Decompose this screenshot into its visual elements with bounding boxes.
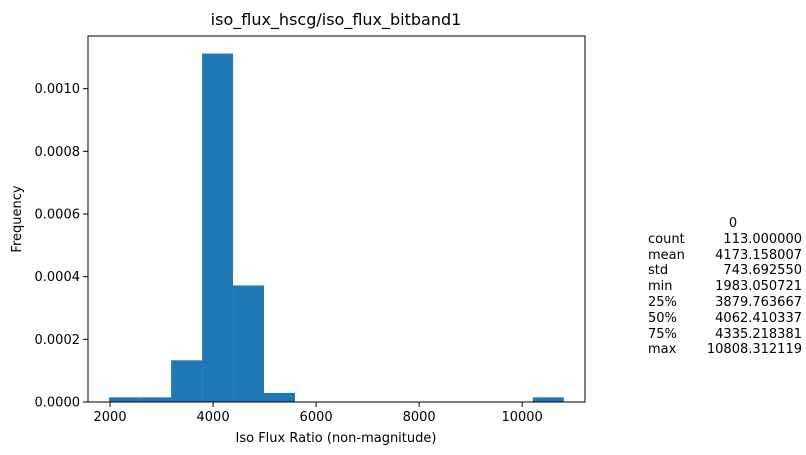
y-tick-label: 0.0010 <box>35 82 81 97</box>
y-axis-label: Frequency <box>10 185 25 252</box>
y-tick-label: 0.0004 <box>35 270 81 285</box>
stats-label: max <box>648 342 677 358</box>
y-tick-label: 0.0008 <box>35 145 81 160</box>
histogram-bar <box>202 53 234 403</box>
x-tick-label: 8000 <box>403 410 436 425</box>
stats-value: 3879.763667 <box>715 294 802 310</box>
histogram-bar <box>140 397 172 402</box>
stats-value: 4062.410337 <box>715 310 802 326</box>
x-tick-label: 4000 <box>197 410 230 425</box>
stats-label: 75% <box>648 326 677 342</box>
stats-value: 1983.050721 <box>715 279 802 295</box>
histogram-bar <box>171 360 203 402</box>
x-tick-label: 6000 <box>300 410 333 425</box>
plot-frame <box>87 35 586 403</box>
stats-row: count 113.000000 <box>648 232 806 248</box>
stats-label: count <box>648 231 685 247</box>
stats-row: min 1983.050721 <box>648 279 806 295</box>
stats-row: max 10808.312119 <box>648 342 806 358</box>
stats-value: 4335.218381 <box>715 326 802 342</box>
stats-label: mean <box>648 247 685 263</box>
histogram-bar <box>264 392 295 402</box>
stats-row: 75% 4335.218381 <box>648 327 806 343</box>
stats-row: std 743.692550 <box>648 263 806 279</box>
y-tick-label: 0.0002 <box>35 333 81 348</box>
histogram-bar <box>233 285 265 402</box>
y-tick-label: 0.0000 <box>35 396 81 411</box>
stats-label: min <box>648 279 673 295</box>
histogram-bar <box>109 397 141 402</box>
histogram-bar <box>532 397 564 402</box>
x-axis-label: Iso Flux Ratio (non-magnitude) <box>236 431 437 446</box>
stats-value: 743.692550 <box>723 263 802 279</box>
x-tick-label: 2000 <box>94 410 127 425</box>
summary-stats-table: 0 count 113.000000 mean 4173.158007 std 743.6… <box>648 216 806 358</box>
y-axis-ticks: 0.0000 0.0002 0.0004 0.0006 0.0008 0.0010 <box>35 82 88 411</box>
y-tick-label: 0.0006 <box>35 207 81 222</box>
stats-column-header: 0 <box>728 216 738 231</box>
stats-label: 25% <box>648 294 677 310</box>
stats-label: 50% <box>648 310 677 326</box>
stats-value: 10808.312119 <box>706 342 802 358</box>
stats-row: 25% 3879.763667 <box>648 295 806 311</box>
x-axis-ticks: 2000 4000 6000 8000 10000 <box>94 402 543 425</box>
x-tick-label: 10000 <box>501 410 542 425</box>
stats-value: 113.000000 <box>723 231 802 247</box>
stats-row: mean 4173.158007 <box>648 248 806 264</box>
bars-group <box>109 53 564 403</box>
stats-row: 50% 4062.410337 <box>648 311 806 327</box>
stats-value: 4173.158007 <box>715 247 802 263</box>
chart-title: iso_flux_hscg/iso_flux_bitband1 <box>211 10 462 30</box>
stats-label: std <box>648 263 669 279</box>
